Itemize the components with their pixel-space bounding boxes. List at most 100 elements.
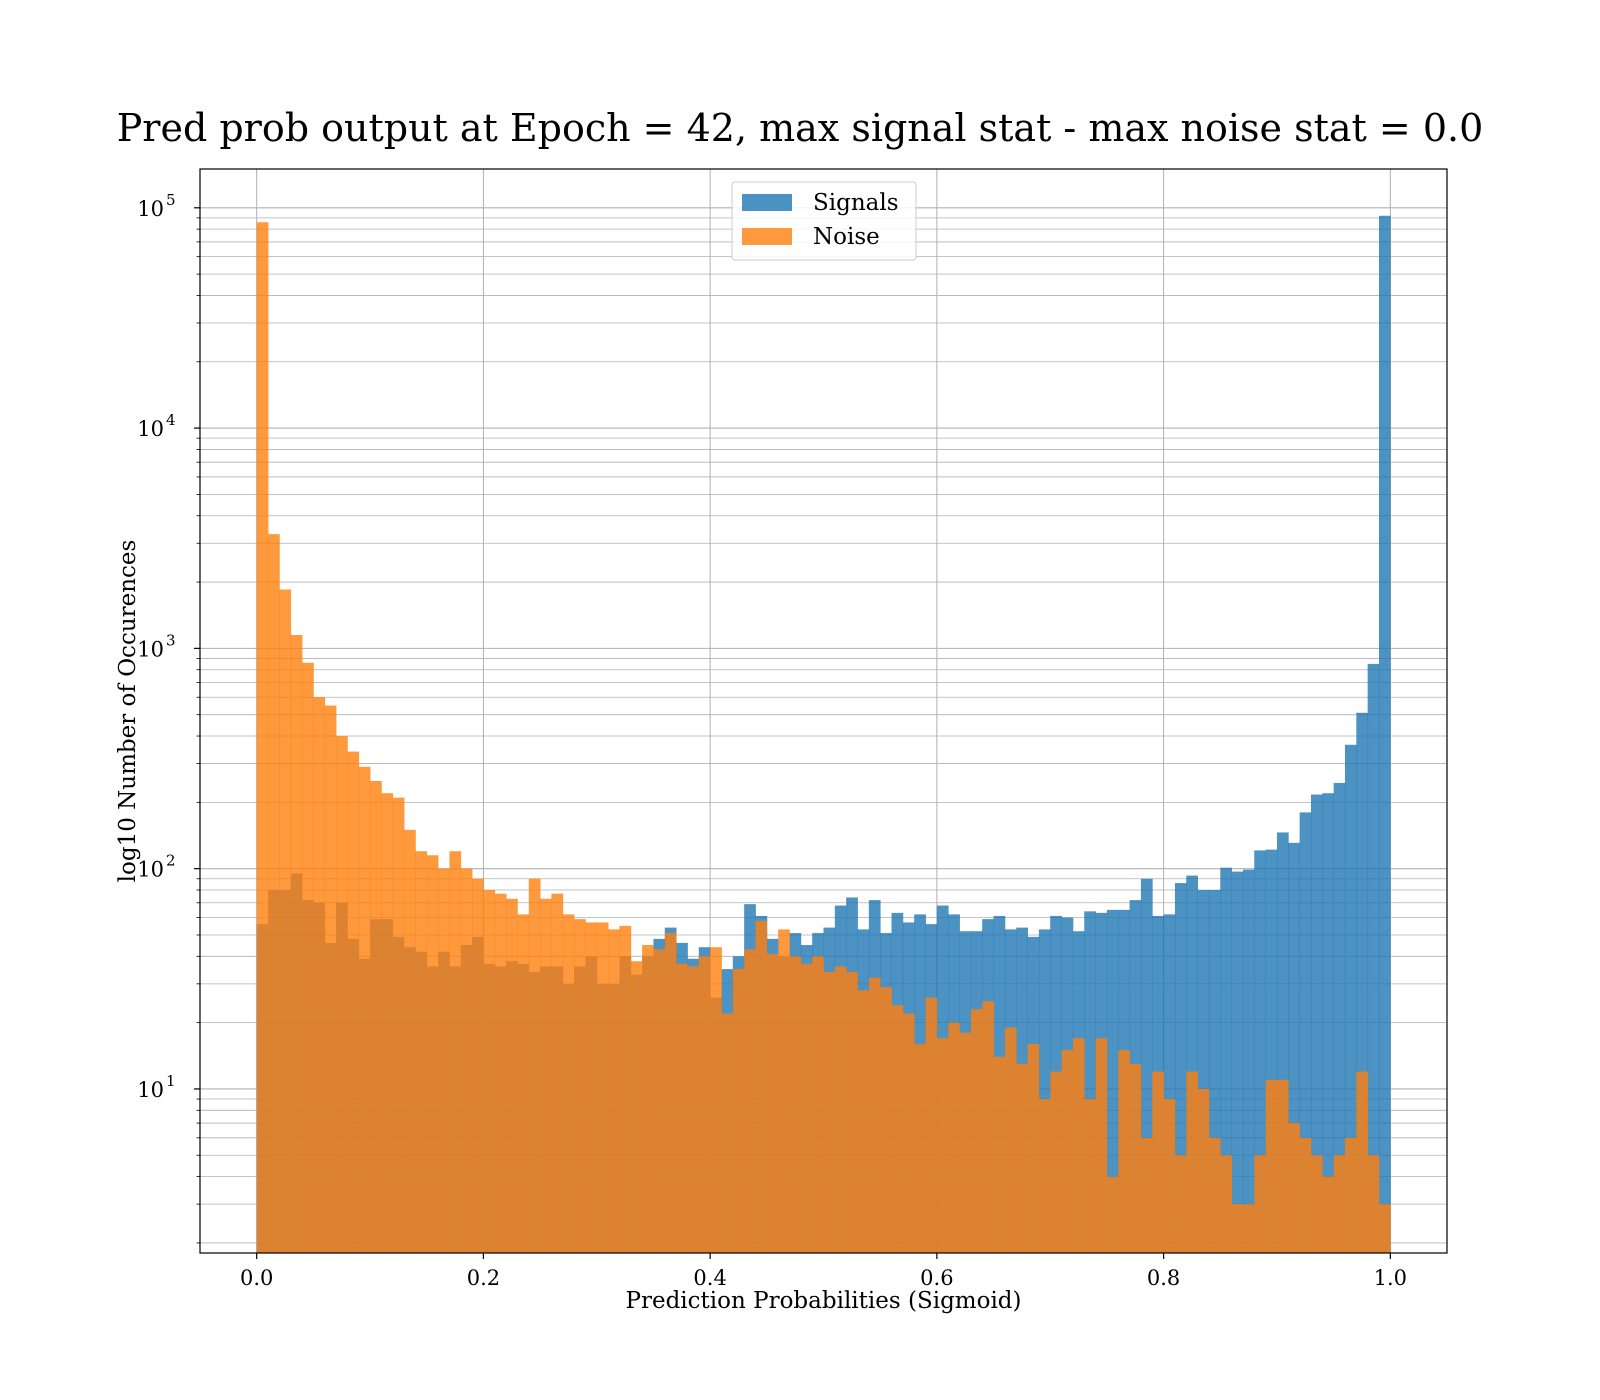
bar bbox=[1254, 1155, 1267, 1253]
bar bbox=[1288, 1123, 1301, 1253]
bar bbox=[1356, 1071, 1369, 1253]
bar bbox=[268, 534, 280, 1253]
bar bbox=[596, 922, 609, 1253]
bar bbox=[1118, 1050, 1130, 1253]
bar bbox=[1242, 1204, 1255, 1253]
bar bbox=[1140, 878, 1153, 1253]
bar bbox=[1004, 1027, 1017, 1253]
bar bbox=[1140, 1137, 1153, 1253]
bar bbox=[936, 1038, 949, 1253]
bar bbox=[914, 1043, 926, 1253]
bar bbox=[1220, 867, 1233, 1253]
bar bbox=[755, 920, 768, 1253]
legend-swatch-noise bbox=[742, 228, 792, 245]
bar bbox=[1197, 1088, 1210, 1253]
bar bbox=[959, 1032, 972, 1253]
bar bbox=[1220, 1155, 1233, 1253]
bar bbox=[1265, 849, 1278, 1253]
x-tick-label: 0.8 bbox=[1147, 1266, 1180, 1290]
y-tick-exponent: 3 bbox=[166, 631, 176, 649]
legend-label-noise: Noise bbox=[813, 224, 880, 250]
x-tick-label: 0.6 bbox=[920, 1266, 953, 1290]
y-tick-label: 10 bbox=[137, 197, 164, 221]
bar bbox=[540, 898, 552, 1253]
bar bbox=[1344, 1137, 1357, 1253]
bar bbox=[1174, 1155, 1187, 1253]
bar bbox=[925, 997, 938, 1253]
bar bbox=[426, 855, 439, 1253]
bar bbox=[528, 878, 541, 1253]
bar bbox=[846, 971, 858, 1253]
bar bbox=[642, 945, 654, 1253]
bar bbox=[1356, 712, 1369, 1253]
bar bbox=[1038, 929, 1051, 1253]
bar bbox=[710, 947, 722, 1253]
bar bbox=[1333, 782, 1346, 1253]
bar bbox=[1276, 832, 1289, 1253]
bar bbox=[834, 966, 847, 1253]
bar bbox=[574, 919, 586, 1253]
bars bbox=[256, 215, 1391, 1254]
y-tick-exponent: 2 bbox=[166, 852, 176, 870]
bar bbox=[1231, 871, 1244, 1253]
y-tick-exponent: 4 bbox=[166, 411, 176, 429]
bar bbox=[1367, 1155, 1380, 1253]
bar bbox=[993, 1056, 1006, 1253]
bar bbox=[585, 922, 598, 1253]
bar bbox=[392, 797, 405, 1253]
bar bbox=[664, 933, 677, 1253]
bar bbox=[766, 953, 779, 1253]
bar bbox=[1186, 875, 1198, 1253]
bar bbox=[1174, 883, 1187, 1253]
bar bbox=[517, 914, 530, 1253]
bar bbox=[1084, 1099, 1096, 1253]
bar bbox=[256, 222, 269, 1254]
bar bbox=[676, 963, 688, 1253]
bar bbox=[1129, 1063, 1142, 1253]
bar bbox=[1254, 850, 1267, 1253]
bar bbox=[1050, 1071, 1062, 1253]
bar bbox=[1106, 909, 1119, 1253]
bar bbox=[336, 736, 348, 1253]
bar bbox=[347, 751, 360, 1253]
bar bbox=[1299, 1137, 1312, 1253]
bar bbox=[1208, 1137, 1221, 1253]
bar bbox=[1038, 1099, 1051, 1253]
bar bbox=[1208, 890, 1221, 1253]
bar bbox=[562, 914, 575, 1253]
bar-series-noise bbox=[256, 222, 1391, 1254]
bar bbox=[415, 851, 428, 1253]
bar bbox=[812, 956, 824, 1253]
bar bbox=[449, 851, 462, 1253]
bar bbox=[438, 868, 450, 1253]
bar bbox=[483, 890, 496, 1253]
bar bbox=[698, 956, 711, 1253]
bar bbox=[687, 966, 700, 1253]
x-axis-label: Prediction Probabilities (Sigmoid) bbox=[626, 1288, 1022, 1314]
bar bbox=[551, 893, 564, 1253]
bar bbox=[721, 1013, 734, 1253]
y-axis-label: log10 Number of Occurences bbox=[115, 540, 141, 883]
bar bbox=[404, 829, 416, 1253]
bar bbox=[744, 949, 756, 1253]
bar bbox=[494, 893, 507, 1253]
plot-frame bbox=[199, 168, 1448, 1254]
bar bbox=[1163, 1099, 1176, 1253]
bar bbox=[891, 1005, 904, 1253]
bar bbox=[1163, 914, 1176, 1253]
bar bbox=[1288, 842, 1301, 1253]
bar bbox=[778, 929, 790, 1253]
bar bbox=[948, 1022, 960, 1253]
y-tick-exponent: 1 bbox=[166, 1072, 176, 1090]
bar bbox=[1299, 812, 1312, 1253]
bar bbox=[1276, 1079, 1289, 1253]
bar bbox=[1095, 1038, 1108, 1253]
bar bbox=[1378, 215, 1391, 1253]
bar bbox=[1367, 663, 1380, 1253]
x-tick-label: 0.2 bbox=[467, 1266, 500, 1290]
x-tick-label: 0.0 bbox=[240, 1266, 273, 1290]
bar bbox=[1322, 793, 1335, 1253]
chart-title: Pred prob output at Epoch = 42, max sign… bbox=[117, 106, 1484, 150]
